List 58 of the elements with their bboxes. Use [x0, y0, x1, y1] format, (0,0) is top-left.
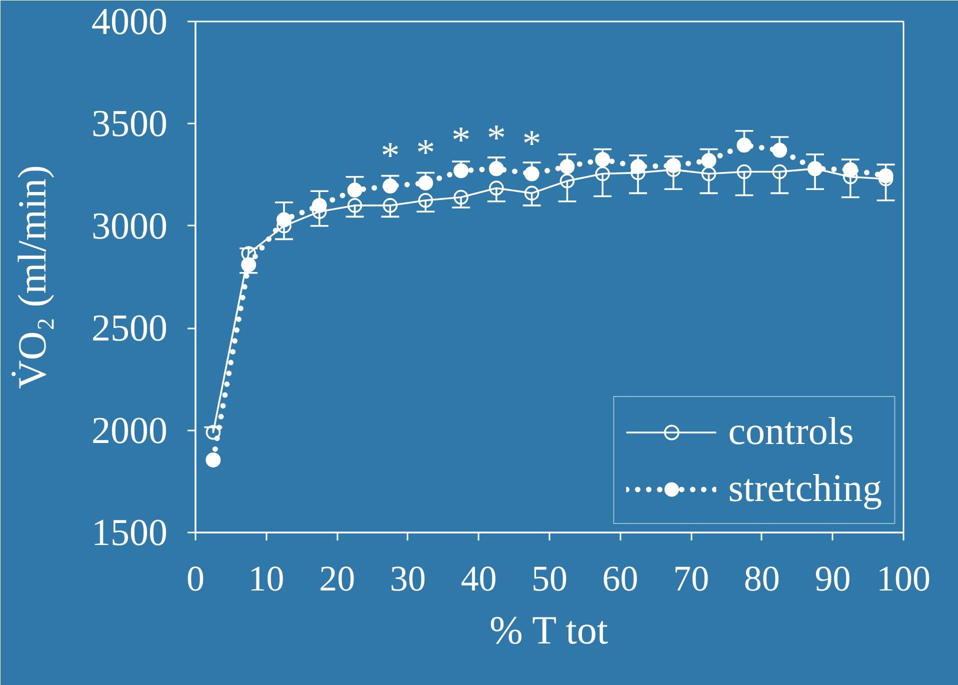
point: [842, 162, 858, 178]
point: [347, 198, 362, 213]
y-tick-label: 4000: [92, 1, 168, 43]
x-tick-label: 70: [673, 558, 710, 598]
x-axis-title: % T tot: [490, 608, 608, 652]
x-tick-label: 90: [814, 558, 851, 598]
point: [241, 246, 256, 261]
point: [206, 424, 221, 440]
point: [701, 166, 716, 182]
point: [418, 175, 434, 190]
point: [418, 192, 433, 208]
point: [560, 174, 575, 188]
x-tick-label: 100: [876, 558, 930, 598]
point: [595, 152, 610, 167]
point: [560, 159, 575, 174]
y-axis-title: V̇O₂ (ml/min): [10, 165, 54, 389]
point: [488, 161, 504, 176]
y-tick-label: 1500: [92, 512, 168, 554]
point: [454, 190, 468, 205]
point: [382, 178, 398, 194]
point: [736, 164, 752, 180]
x-tick-label: 60: [602, 558, 638, 598]
y-tick-label: 2500: [92, 308, 168, 350]
x-tick-label: 80: [744, 558, 780, 598]
point: [595, 166, 610, 182]
x-tick-label: 10: [248, 558, 284, 598]
point: [312, 198, 327, 213]
point: [241, 257, 256, 272]
annotation: *: [486, 118, 506, 160]
x-tick-label: 20: [319, 558, 356, 598]
x-tick-label: 30: [390, 558, 426, 598]
point: [524, 186, 540, 201]
x-tick-label: 0: [186, 558, 204, 598]
point: [772, 164, 787, 180]
legend-label: stretching: [728, 466, 882, 511]
annotation: *: [452, 120, 470, 162]
annotation: *: [380, 135, 400, 178]
point: [772, 142, 788, 158]
legend-label: controls: [728, 409, 854, 454]
x-tick-label: 40: [460, 558, 497, 598]
point: [276, 212, 292, 228]
point: [736, 138, 752, 153]
point: [524, 166, 540, 182]
y-tick-label: 2000: [92, 410, 168, 452]
point: [382, 198, 398, 213]
point: [347, 182, 362, 198]
point: [206, 452, 221, 468]
point: [666, 158, 681, 174]
point: [630, 159, 646, 174]
annotation: *: [416, 132, 436, 174]
point: [878, 168, 894, 184]
y-tick-label: 3000: [92, 205, 168, 248]
y-tick-label: 3500: [92, 103, 168, 146]
point: [454, 163, 468, 178]
point: [489, 180, 504, 196]
point: [701, 153, 716, 168]
x-tick-label: 50: [532, 558, 568, 598]
annotation: *: [522, 122, 542, 165]
